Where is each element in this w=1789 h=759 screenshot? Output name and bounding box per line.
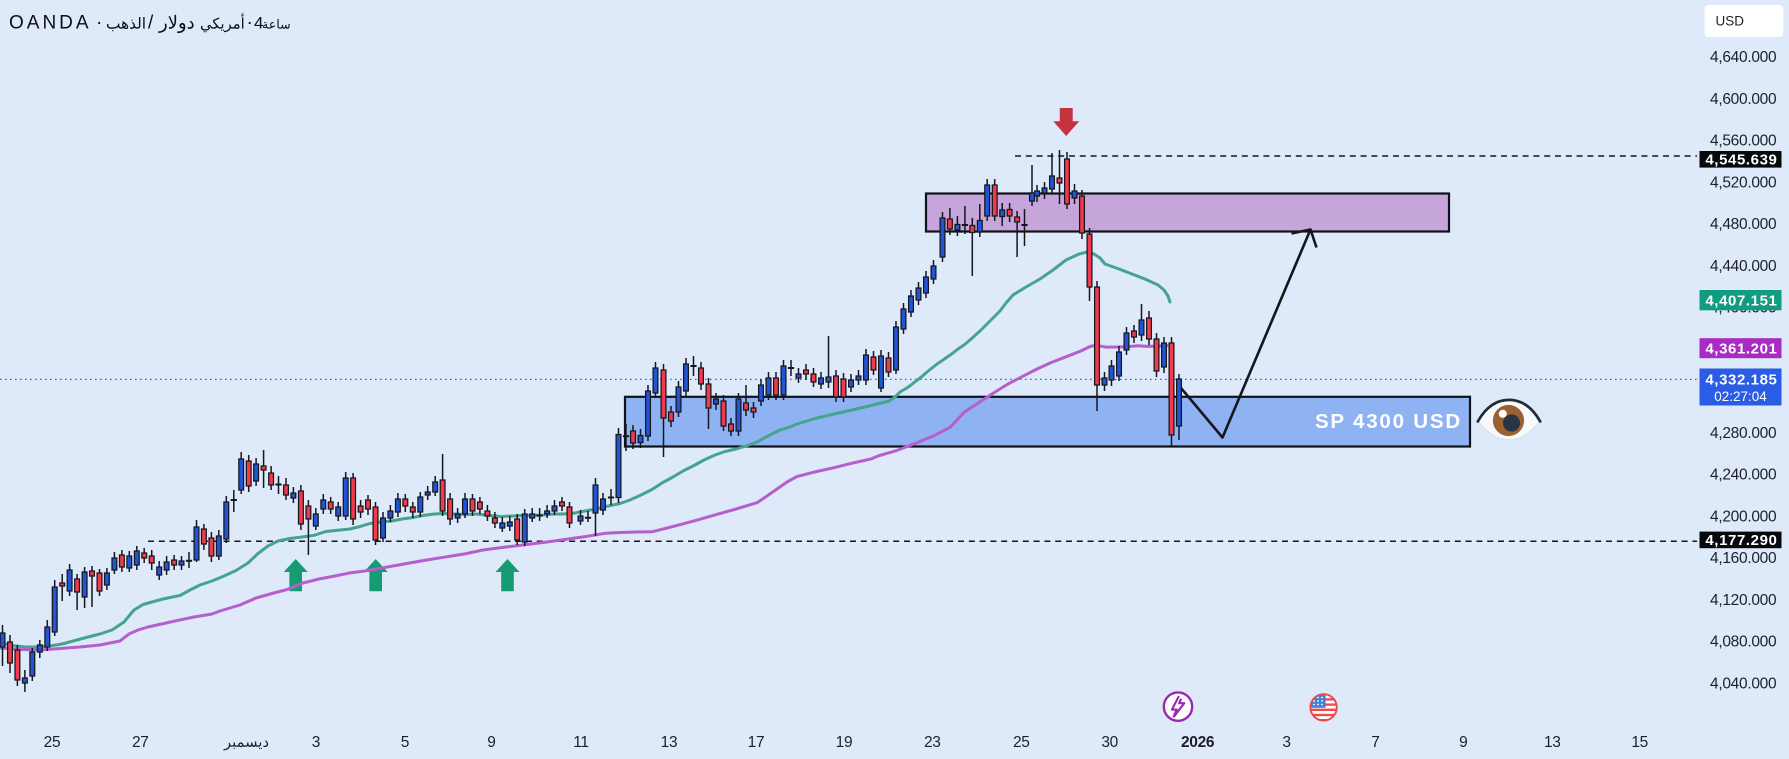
svg-text:25: 25: [44, 734, 61, 751]
svg-text:9: 9: [1459, 734, 1467, 751]
svg-text:2026: 2026: [1181, 734, 1215, 751]
svg-text:4,240.000: 4,240.000: [1710, 467, 1777, 484]
svg-text:4,332.185: 4,332.185: [1705, 371, 1777, 388]
svg-text:·: ·: [247, 13, 253, 34]
svg-text:4,407.151: 4,407.151: [1705, 292, 1777, 309]
svg-text:·: ·: [96, 13, 102, 34]
svg-text:4,177.290: 4,177.290: [1705, 532, 1777, 549]
svg-text:/: /: [148, 13, 154, 34]
svg-text:25: 25: [1013, 734, 1030, 751]
svg-text:USD: USD: [1716, 13, 1745, 28]
svg-text:27: 27: [132, 734, 149, 751]
svg-text:4,080.000: 4,080.000: [1710, 634, 1777, 651]
svg-text:4,545.639: 4,545.639: [1705, 152, 1777, 169]
svg-text:13: 13: [1544, 734, 1561, 751]
svg-text:15: 15: [1631, 734, 1648, 751]
svg-text:4,480.000: 4,480.000: [1710, 216, 1777, 233]
svg-text:7: 7: [1371, 734, 1379, 751]
svg-text:4,560.000: 4,560.000: [1710, 133, 1777, 150]
svg-text:4,160.000: 4,160.000: [1710, 550, 1777, 567]
svg-text:17: 17: [748, 734, 765, 751]
svg-text:02:27:04: 02:27:04: [1714, 389, 1767, 404]
svg-text:4,361.201: 4,361.201: [1705, 340, 1777, 357]
svg-text:SP 4300 USD: SP 4300 USD: [1315, 410, 1462, 433]
svg-text:3: 3: [312, 734, 320, 751]
svg-text:9: 9: [487, 734, 495, 751]
svg-text:4,600.000: 4,600.000: [1710, 91, 1777, 108]
svg-text:4,200.000: 4,200.000: [1710, 509, 1777, 526]
svg-text:23: 23: [924, 734, 941, 751]
svg-text:4,440.000: 4,440.000: [1710, 258, 1777, 275]
svg-text:OANDA: OANDA: [9, 13, 92, 34]
svg-text:30: 30: [1101, 734, 1118, 751]
svg-text:11: 11: [573, 734, 589, 751]
svg-text:3: 3: [1282, 734, 1290, 751]
svg-text:19: 19: [836, 734, 853, 751]
svg-text:13: 13: [661, 734, 678, 751]
svg-text:4,280.000: 4,280.000: [1710, 425, 1777, 442]
svg-text:4,520.000: 4,520.000: [1710, 174, 1777, 191]
svg-text:4,640.000: 4,640.000: [1710, 49, 1777, 66]
svg-text:4: 4: [254, 14, 263, 33]
svg-text:5: 5: [401, 734, 409, 751]
svg-text:4,040.000: 4,040.000: [1710, 676, 1777, 693]
svg-text:4,120.000: 4,120.000: [1710, 592, 1777, 609]
